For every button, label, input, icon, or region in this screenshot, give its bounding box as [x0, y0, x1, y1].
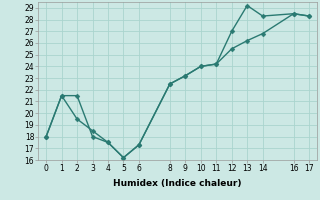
X-axis label: Humidex (Indice chaleur): Humidex (Indice chaleur) [113, 179, 242, 188]
